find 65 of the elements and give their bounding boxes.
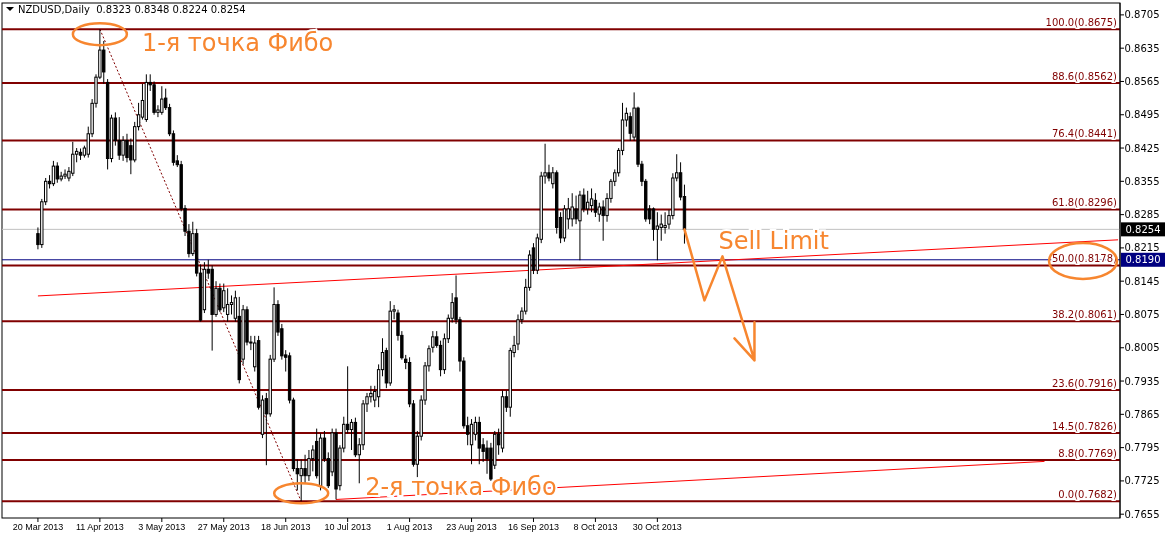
candlestick: [574, 195, 578, 225]
ref-line-label: 8.8(0.7769): [1058, 447, 1118, 459]
candlestick: [651, 206, 656, 242]
ref-line-label: 100.0(0.8675): [1045, 17, 1118, 29]
y-tick-label: 0.8005: [1124, 342, 1160, 354]
ref-line-label: 88.6(0.8562): [1051, 70, 1118, 82]
y-tick-label: 0.7865: [1124, 408, 1160, 420]
candlestick: [628, 111, 632, 142]
candlestick: [63, 168, 67, 180]
x-tick-label: 30 Oct 2013: [632, 522, 682, 532]
y-tick-label: 0.8565: [1124, 75, 1160, 87]
candlestick: [299, 459, 303, 502]
candlestick: [117, 116, 121, 161]
y-tick-label: 0.8495: [1124, 109, 1160, 121]
y-tick-label: 0.8355: [1124, 175, 1160, 187]
y-tick-label: 0.8635: [1124, 42, 1160, 54]
x-tick-label: 8 Oct 2013: [573, 522, 618, 532]
y-tick-label: 0.7725: [1124, 475, 1160, 487]
candlestick: [55, 161, 59, 184]
x-tick-label: 18 Jun 2013: [260, 522, 311, 532]
x-tick-label: 1 Aug 2013: [386, 522, 433, 532]
ref-line-label: 0.0(0.7682): [1058, 489, 1118, 501]
ref-line-label: 61.8(0.8296): [1051, 197, 1118, 209]
candlestick: [102, 40, 106, 85]
annotation: 1-я точка Фибо: [141, 29, 334, 58]
candlestick: [121, 135, 125, 162]
y-tick-label: 0.8425: [1124, 142, 1160, 154]
y-tick-label: 0.8215: [1124, 242, 1160, 254]
x-tick-label: 23 Aug 2013: [446, 522, 497, 532]
candlestick: [218, 283, 222, 313]
candlestick: [570, 192, 574, 227]
candlestick: [593, 192, 598, 218]
x-tick-label: 3 May 2013: [138, 522, 186, 532]
x-tick-label: 10 Jul 2013: [324, 522, 371, 532]
y-tick-label: 0.8145: [1124, 275, 1160, 287]
ref-line-label: 14.5(0.7826): [1051, 420, 1118, 432]
x-tick-label: 20 Mar 2013: [12, 522, 64, 532]
candlestick: [349, 418, 354, 451]
candlestick: [303, 454, 307, 484]
candlestick: [601, 199, 605, 242]
candlestick: [307, 449, 311, 482]
ref-line-label: 76.4(0.8441): [1051, 128, 1118, 140]
annotation: Sell Limit: [718, 227, 829, 256]
candlestick: [71, 141, 75, 177]
y-tick-label: 0.7655: [1124, 508, 1160, 520]
candlestick: [160, 85, 164, 116]
candlestick: [229, 294, 234, 315]
y-tick-label: 0.8075: [1124, 308, 1160, 320]
ref-line-label: 38.2(0.8061): [1051, 309, 1118, 321]
candlestick: [655, 211, 660, 261]
y-tick-label: 0.8705: [1124, 9, 1160, 21]
ref-line-label: 23.6(0.7916): [1051, 378, 1118, 390]
ref-line-label: 0.8190: [1125, 254, 1161, 266]
candlestick: [225, 287, 230, 323]
x-tick-label: 16 Sep 2013: [507, 522, 559, 532]
candlestick: [663, 211, 667, 235]
candlestick: [589, 187, 594, 213]
candlestick: [585, 190, 590, 216]
x-tick-label: 11 Apr 2013: [75, 522, 124, 532]
y-tick-label: 0.7795: [1124, 442, 1160, 454]
ref-line-label: 0.8254: [1125, 223, 1161, 235]
x-tick-label: 27 May 2013: [197, 522, 250, 532]
chart-title: NZDUSD,Daily 0.8323 0.8348 0.8224 0.8254: [18, 4, 246, 15]
y-tick-label: 0.7935: [1124, 375, 1160, 387]
y-tick-label: 0.8285: [1124, 209, 1160, 221]
